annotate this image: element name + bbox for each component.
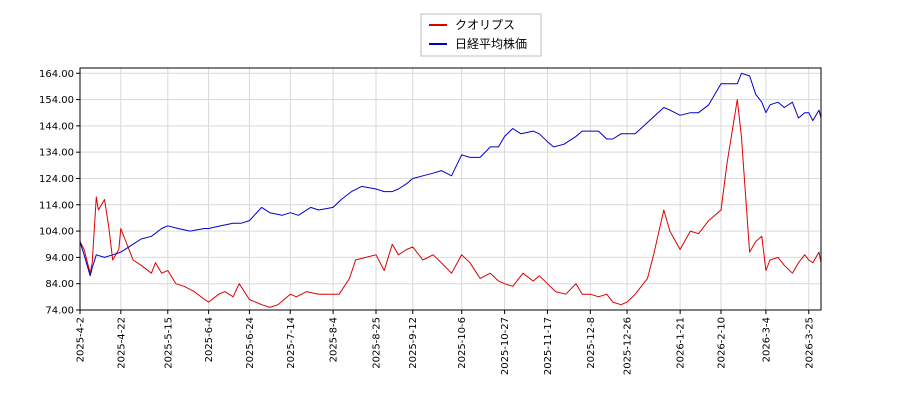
x-tick-label: 2025-9-12 bbox=[408, 317, 419, 369]
y-tick-label: 94.00 bbox=[45, 253, 74, 264]
y-tick-label: 144.00 bbox=[39, 121, 74, 132]
y-tick-label: 134.00 bbox=[39, 148, 74, 159]
grid bbox=[79, 68, 821, 311]
x-tick-label: 2025-4-2 bbox=[76, 317, 87, 362]
x-tick-label: 2025-6-4 bbox=[204, 317, 215, 362]
legend: クオリプス 日経平均株価 bbox=[420, 13, 542, 57]
x-tick-label: 2025-7-14 bbox=[286, 317, 297, 369]
plot-frame bbox=[79, 67, 822, 311]
x-tick-label: 2025-10-6 bbox=[457, 317, 468, 369]
x-tick-label: 2025-10-27 bbox=[500, 317, 511, 375]
x-tick-label: 2025-6-24 bbox=[245, 317, 256, 369]
y-tick-label: 164.00 bbox=[39, 69, 74, 80]
x-tick-label: 2025-8-4 bbox=[329, 317, 340, 362]
x-tick-label: 2025-4-22 bbox=[116, 317, 127, 369]
y-tick-label: 74.00 bbox=[45, 306, 74, 317]
y-tick-label: 124.00 bbox=[39, 174, 74, 185]
legend-label-series-1: 日経平均株価 bbox=[455, 36, 527, 51]
y-tick-label: 104.00 bbox=[39, 227, 74, 238]
x-tick-label: 2026-1-21 bbox=[676, 317, 687, 369]
x-tick-label: 2026-2-10 bbox=[716, 317, 727, 369]
y-tick-label: 84.00 bbox=[45, 279, 74, 290]
y-tick-label: 114.00 bbox=[39, 200, 74, 211]
y-tick-label: 154.00 bbox=[39, 95, 74, 106]
x-tick-label: 2026-3-4 bbox=[761, 317, 772, 362]
x-tick-label: 2025-8-25 bbox=[371, 317, 382, 369]
series-line-0 bbox=[79, 99, 822, 308]
axes: 74.00 84.00 94.00 104.00 114.00 124.00 134.00 1… bbox=[39, 67, 822, 375]
series-line-1 bbox=[79, 72, 822, 277]
legend-box bbox=[420, 13, 542, 57]
legend-label-series-0: クオリプス bbox=[455, 18, 515, 32]
x-tick-label: 2025-11-17 bbox=[543, 317, 554, 375]
series-layer bbox=[79, 72, 822, 308]
x-tick-label: 2026-3-25 bbox=[804, 317, 815, 369]
x-tick-label: 2025-5-15 bbox=[163, 317, 174, 369]
x-tick-label: 2025-12-26 bbox=[623, 317, 634, 375]
x-tick-label: 2025-12-8 bbox=[586, 317, 597, 369]
